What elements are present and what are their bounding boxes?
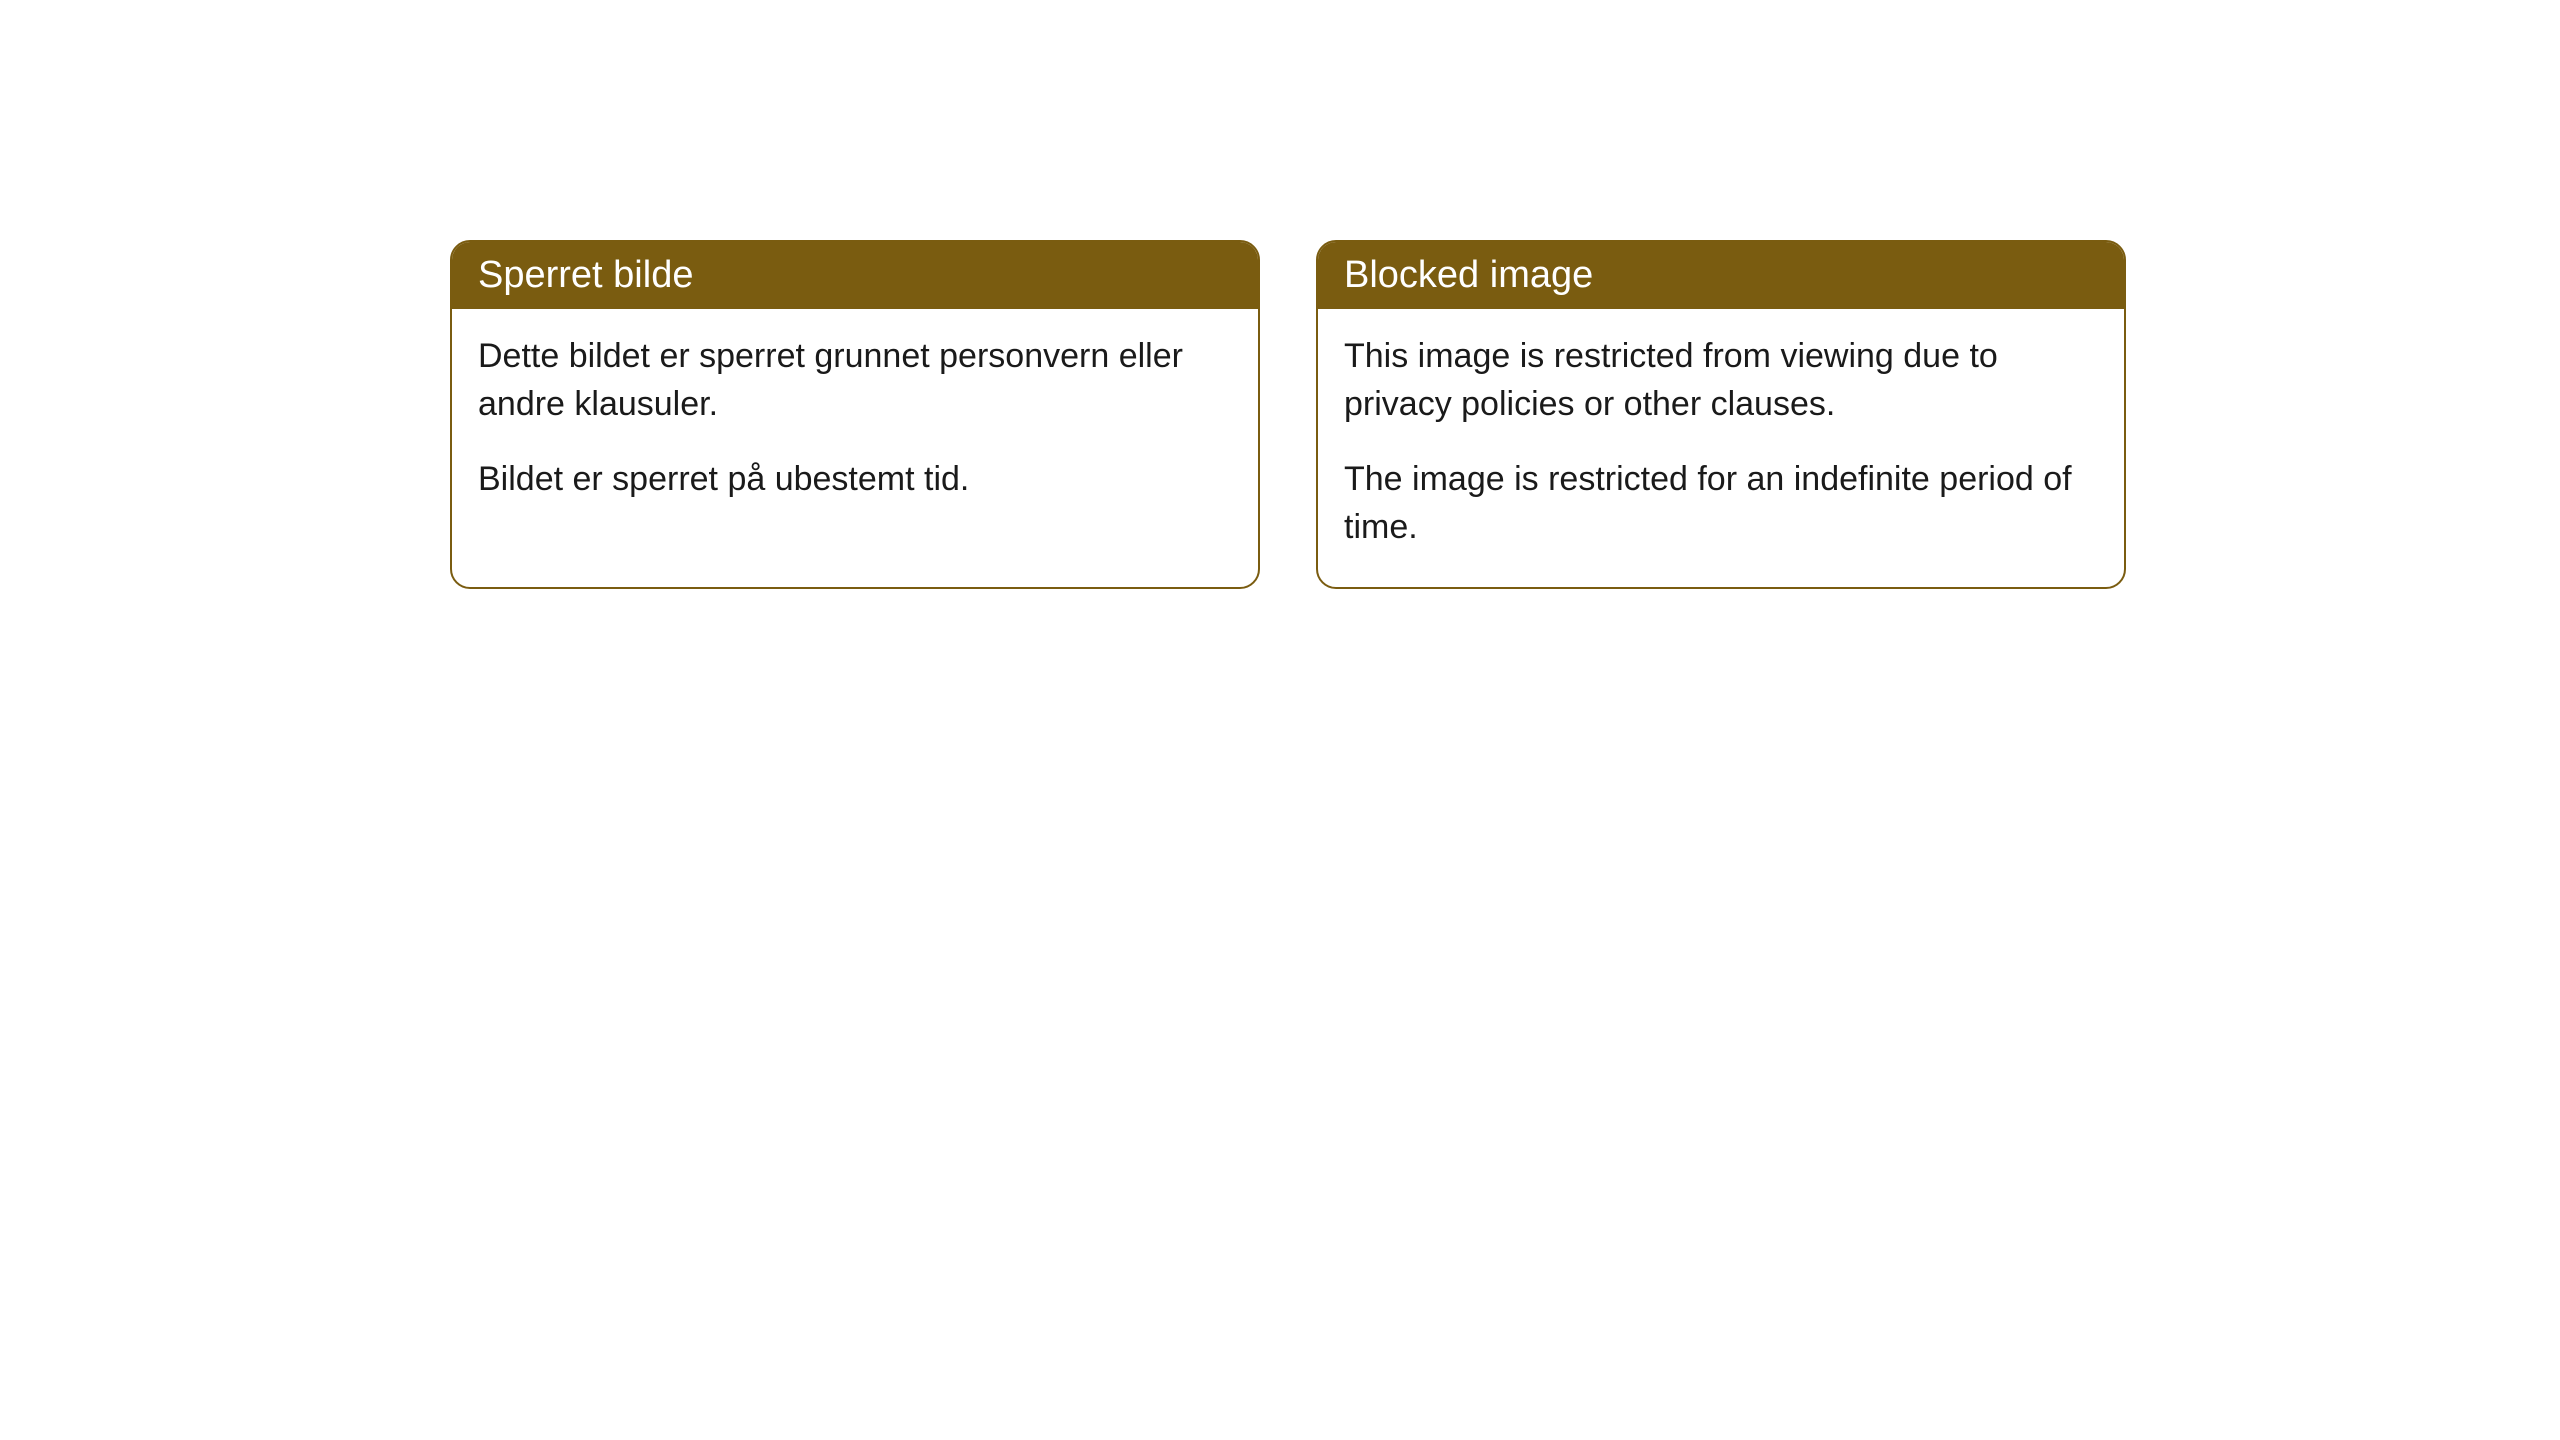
card-title-norwegian: Sperret bilde <box>478 254 693 296</box>
blocked-image-card-norwegian: Sperret bilde Dette bildet er sperret gr… <box>450 240 1260 589</box>
card-header-english: Blocked image <box>1318 242 2124 309</box>
blocked-image-card-english: Blocked image This image is restricted f… <box>1316 240 2126 589</box>
card-header-norwegian: Sperret bilde <box>452 242 1258 309</box>
card-paragraph-1-norwegian: Dette bildet er sperret grunnet personve… <box>478 333 1232 428</box>
card-body-norwegian: Dette bildet er sperret grunnet personve… <box>452 309 1258 540</box>
card-paragraph-1-english: This image is restricted from viewing du… <box>1344 333 2098 428</box>
card-paragraph-2-norwegian: Bildet er sperret på ubestemt tid. <box>478 456 1232 504</box>
cards-container: Sperret bilde Dette bildet er sperret gr… <box>450 240 2560 589</box>
card-body-english: This image is restricted from viewing du… <box>1318 309 2124 587</box>
card-title-english: Blocked image <box>1344 254 1593 296</box>
card-paragraph-2-english: The image is restricted for an indefinit… <box>1344 456 2098 551</box>
